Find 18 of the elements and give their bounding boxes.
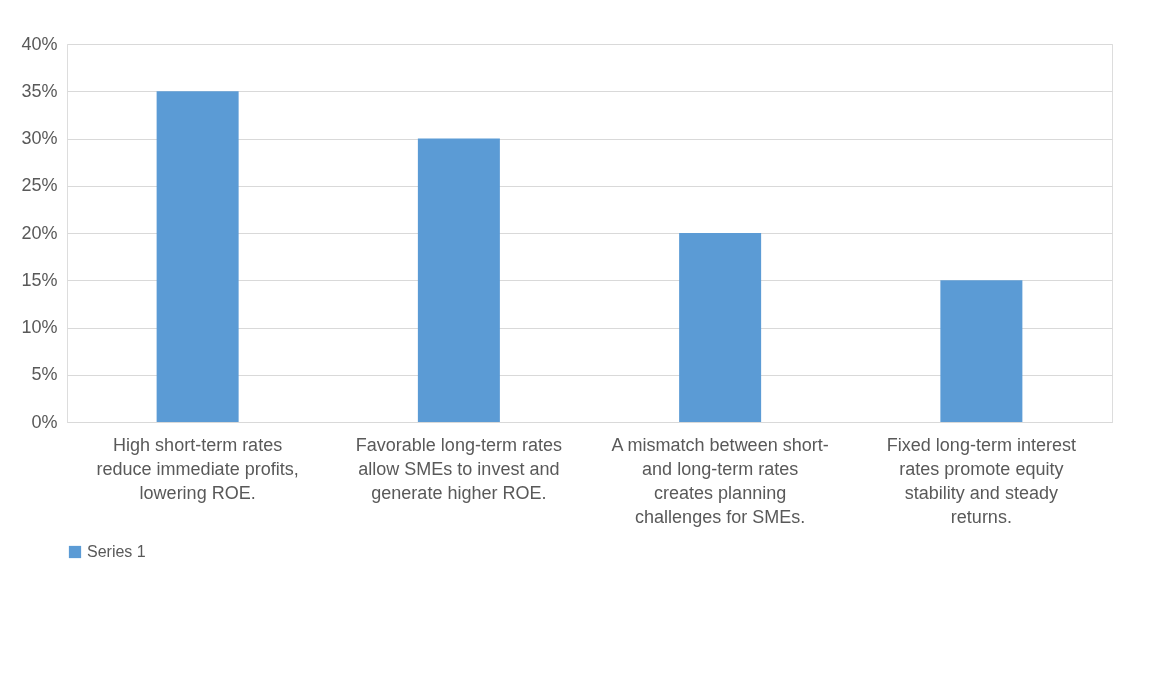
y-tick-label: 20%: [21, 222, 58, 243]
y-tick-label: 10%: [21, 317, 58, 337]
y-tick-label: 35%: [21, 80, 58, 101]
y-tick-label: 15%: [21, 269, 58, 290]
x-tick-label: High short-term rates reduce immediate profits, lowering ROE.: [96, 434, 299, 503]
x-tick-label: Favorable long-term rates allow SMEs to invest and generate higher ROE.: [355, 434, 562, 503]
bar: [940, 280, 1023, 422]
bar: [156, 91, 239, 422]
y-tick-label: 0%: [31, 411, 58, 432]
y-tick-label: 40%: [21, 33, 58, 54]
y-tick-label: 30%: [21, 128, 58, 148]
bar: [417, 138, 500, 422]
legend-label: Series 1: [87, 543, 146, 560]
x-tick-label: A mismatch between short- and long-term rates creates planning challenges for SMEs.: [611, 434, 829, 527]
x-tick-label: Fixed long-term interest rates promote equity stability and steady returns.: [886, 434, 1076, 527]
bar: [679, 233, 762, 422]
y-tick-label: 5%: [31, 364, 58, 385]
y-tick-label: 25%: [21, 175, 58, 196]
